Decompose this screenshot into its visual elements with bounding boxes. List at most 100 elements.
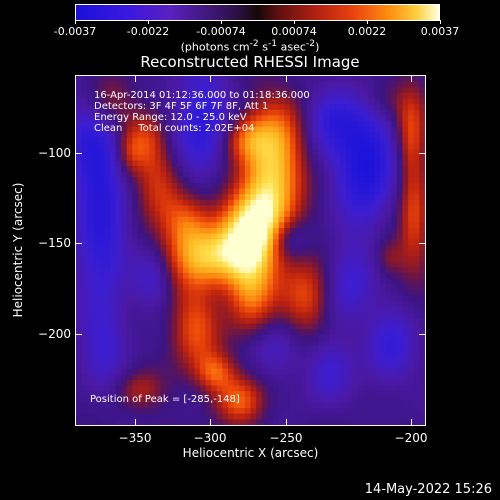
heatmap-pixel: [177, 413, 184, 420]
heatmap-pixel: [115, 216, 122, 223]
heatmap-pixel: [357, 188, 364, 195]
heatmap-pixel: [250, 194, 257, 201]
heatmap-pixel: [81, 413, 88, 420]
heatmap-pixel: [222, 132, 229, 139]
heatmap-pixel: [109, 256, 116, 263]
heatmap-pixel: [318, 188, 325, 195]
heatmap-pixel: [199, 199, 207, 207]
heatmap-pixel: [188, 306, 195, 314]
heatmap-pixel: [278, 177, 285, 184]
heatmap-pixel: [227, 239, 235, 246]
heatmap-pixel: [227, 289, 235, 297]
heatmap-pixel: [273, 385, 280, 392]
heatmap-pixel: [227, 177, 235, 184]
heatmap-pixel: [233, 408, 240, 415]
heatmap-pixel: [318, 81, 325, 88]
heatmap-pixel: [121, 295, 128, 302]
heatmap-pixel: [81, 289, 88, 297]
heatmap-pixel: [121, 177, 128, 184]
heatmap-pixel: [98, 374, 105, 381]
heatmap-pixel: [256, 160, 263, 167]
heatmap-pixel: [368, 121, 375, 128]
heatmap-pixel: [402, 273, 409, 280]
heatmap-pixel: [419, 205, 425, 212]
heatmap-pixel: [408, 244, 415, 252]
heatmap-pixel: [261, 81, 268, 88]
heatmap-pixel: [239, 402, 246, 409]
heatmap-pixel: [267, 374, 274, 381]
heatmap-pixel: [250, 374, 257, 381]
heatmap-pixel: [177, 233, 184, 240]
heatmap-pixel: [137, 109, 145, 116]
heatmap-pixel: [87, 177, 94, 184]
heatmap-pixel: [126, 171, 133, 178]
heatmap-pixel: [216, 368, 223, 375]
heatmap-pixel: [149, 329, 156, 336]
heatmap-pixel: [278, 76, 285, 83]
heatmap-pixel: [368, 154, 375, 162]
heatmap-pixel: [233, 413, 240, 420]
heatmap-pixel: [318, 379, 325, 387]
heatmap-pixel: [261, 256, 268, 263]
heatmap-pixel: [363, 340, 370, 347]
heatmap-pixel: [222, 374, 229, 381]
heatmap-pixel: [244, 413, 252, 420]
heatmap-pixel: [211, 419, 218, 425]
heatmap-pixel: [211, 306, 218, 314]
heatmap-pixel: [211, 137, 218, 145]
heatmap-pixel: [222, 402, 229, 409]
heatmap-pixel: [340, 199, 347, 207]
heatmap-pixel: [351, 104, 359, 111]
heatmap-pixel: [98, 379, 105, 387]
heatmap-pixel: [351, 205, 359, 212]
colorbar-tick: [74, 20, 76, 24]
y-tick-label: −100: [38, 146, 71, 160]
heatmap-pixel: [368, 334, 375, 342]
heatmap-pixel: [379, 149, 387, 156]
heatmap-pixel: [171, 177, 178, 184]
heatmap-pixel: [76, 419, 83, 425]
heatmap-pixel: [87, 323, 94, 330]
heatmap-pixel: [329, 250, 336, 257]
heatmap-pixel: [81, 340, 88, 347]
heatmap-pixel: [340, 216, 347, 223]
heatmap-pixel: [199, 312, 207, 319]
heatmap-pixel: [318, 363, 325, 370]
heatmap-pixel: [143, 177, 150, 184]
heatmap-pixel: [115, 261, 122, 268]
heatmap-pixel: [177, 402, 184, 409]
heatmap-pixel: [284, 126, 291, 133]
heatmap-pixel: [295, 149, 302, 156]
heatmap-pixel: [278, 312, 285, 319]
heatmap-pixel: [194, 402, 201, 409]
heatmap-pixel: [109, 166, 116, 173]
heatmap-pixel: [216, 154, 223, 162]
heatmap-pixel: [323, 295, 330, 302]
heatmap-pixel: [250, 261, 257, 268]
heatmap-pixel: [391, 323, 398, 330]
heatmap-pixel: [273, 318, 280, 325]
heatmap-pixel: [351, 222, 359, 229]
heatmap-pixel: [278, 413, 285, 420]
heatmap-pixel: [244, 385, 252, 392]
heatmap-pixel: [87, 244, 94, 252]
heatmap-pixel: [419, 278, 425, 285]
heatmap-pixel: [301, 166, 308, 173]
heatmap-pixel: [205, 233, 212, 240]
heatmap-pixel: [334, 273, 342, 280]
heatmap-pixel: [171, 357, 178, 364]
heatmap-pixel: [318, 368, 325, 375]
heatmap-pixel: [166, 357, 173, 364]
heatmap-pixel: [267, 211, 274, 218]
heatmap-pixel: [166, 374, 173, 381]
heatmap-pixel: [374, 121, 381, 128]
heatmap-pixel: [205, 104, 212, 111]
heatmap-pixel: [132, 104, 139, 111]
heatmap-pixel: [391, 211, 398, 218]
heatmap-pixel: [396, 222, 404, 229]
heatmap-pixel: [340, 160, 347, 167]
heatmap-pixel: [284, 391, 291, 398]
heatmap-pixel: [261, 92, 268, 100]
heatmap-pixel: [318, 132, 325, 139]
heatmap-pixel: [368, 402, 375, 409]
